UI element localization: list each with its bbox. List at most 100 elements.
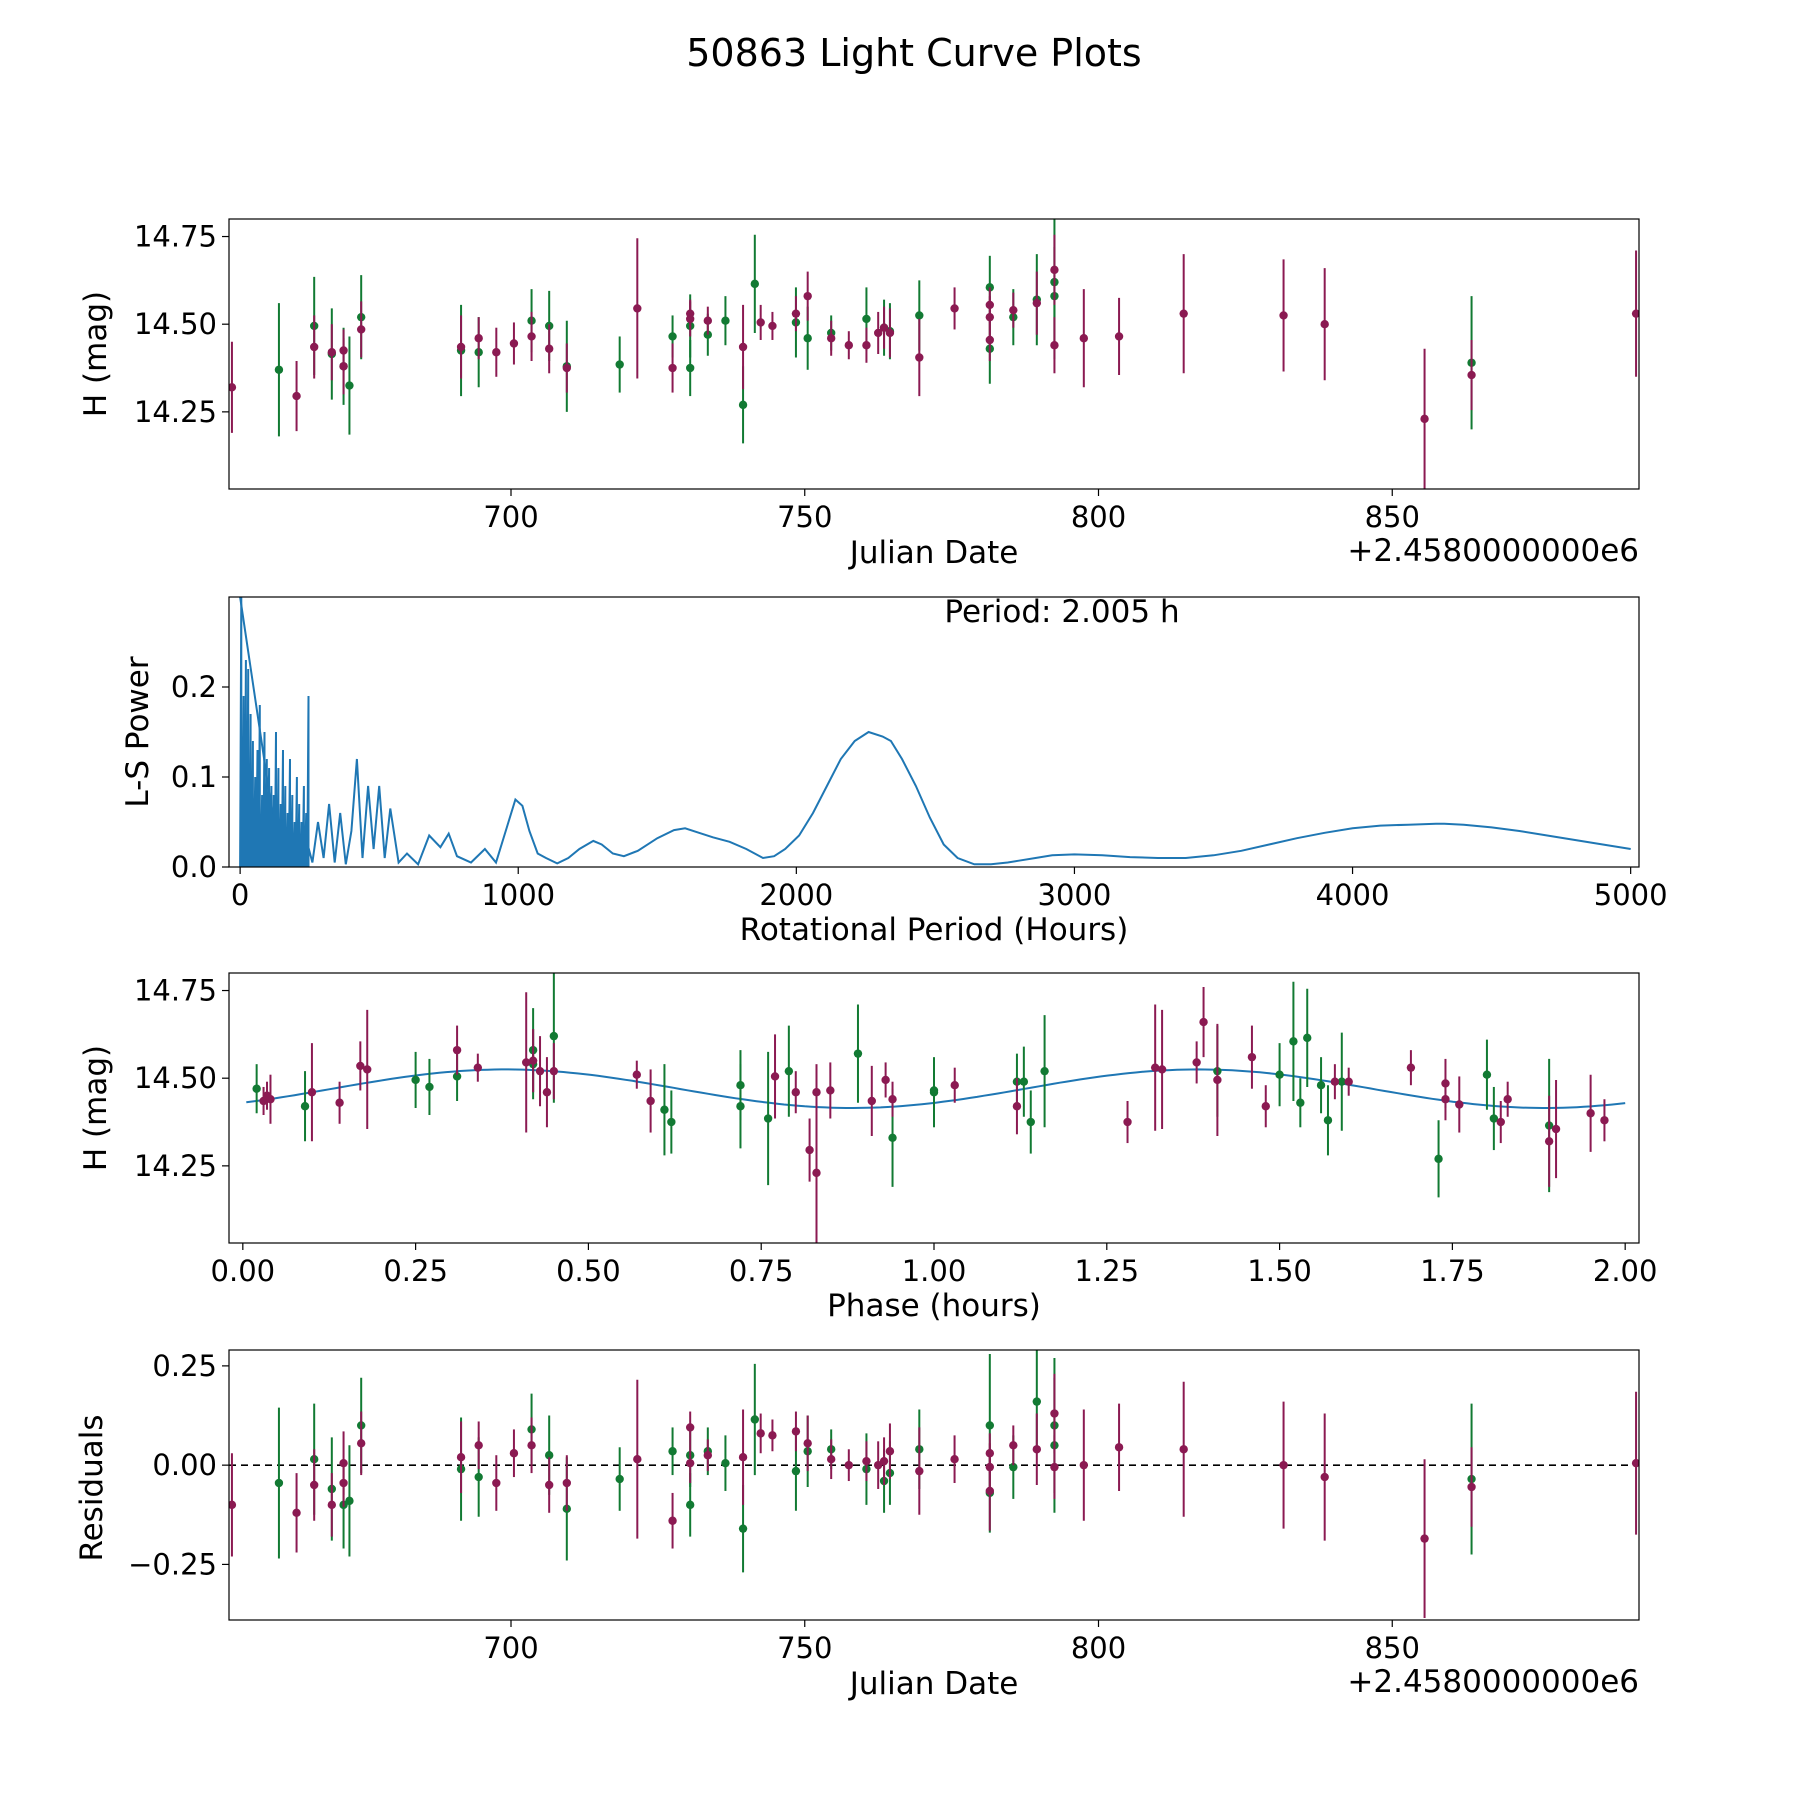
res-point-o [309, 1480, 319, 1490]
lc-point-o [879, 323, 889, 332]
ph-xtick-label: 1.00 [902, 1254, 967, 1288]
ph-point-o [1261, 1102, 1270, 1111]
ls-xtick-label: 3000 [1038, 878, 1112, 912]
lc-point-o [844, 341, 854, 350]
ph-point-o [632, 1070, 641, 1079]
res-point-g [544, 1451, 554, 1460]
res-point-o [685, 1458, 695, 1468]
res-point-o [1114, 1443, 1124, 1452]
ph-point-o [888, 1095, 897, 1104]
ph-point-g [853, 1049, 863, 1058]
lc-point-o [292, 391, 301, 401]
ph-ytick-label: 14.50 [134, 1061, 217, 1095]
ph-point-g [1434, 1154, 1443, 1164]
ph-point-o [1551, 1124, 1561, 1134]
lc-point-o [562, 363, 572, 373]
ph-xtick-label: 0.00 [211, 1254, 276, 1288]
ph-point-g [1019, 1077, 1029, 1086]
ph-point-g [784, 1066, 794, 1076]
ph-point-o [826, 1086, 835, 1095]
ls-short-period-spikes [239, 597, 310, 867]
light-curve-ylabel: H (mag) [78, 291, 114, 417]
ls-xtick-label: 2000 [759, 878, 833, 912]
ph-point-g [1026, 1117, 1035, 1127]
res-point-o [844, 1460, 854, 1470]
lc-point-o [1032, 298, 1042, 308]
lc-point-o [915, 353, 924, 362]
res-xtick-label: 700 [483, 1631, 538, 1665]
res-point-g [615, 1474, 624, 1484]
ph-point-o [1192, 1058, 1201, 1067]
ph-point-g [1489, 1114, 1499, 1123]
res-point-o [873, 1460, 883, 1470]
lc-point-g [615, 360, 624, 369]
lc-xtick-label: 850 [1365, 500, 1420, 534]
res-point-o [1631, 1458, 1639, 1468]
phase-folded-ticks: 0.00 0.25 0.50 0.75 1.00 1.25 1.50 1.75 2.00 14.2… [134, 974, 1657, 1288]
ph-xtick-label: 1.75 [1420, 1254, 1485, 1288]
ph-point-g [1482, 1070, 1492, 1079]
lc-ytick-label: 14.50 [134, 307, 217, 341]
lc-point-o [456, 342, 466, 352]
res-point-o [1320, 1472, 1329, 1482]
res-point-o [885, 1447, 895, 1456]
ph-point-o [1406, 1063, 1416, 1072]
res-point-o [456, 1453, 466, 1462]
lc-point-o [309, 342, 319, 352]
phase-folded-marks [246, 973, 1626, 1243]
ph-point-g [1040, 1066, 1049, 1076]
res-xtick-label: 850 [1365, 1631, 1420, 1665]
ph-point-o [805, 1145, 814, 1155]
light-curve-xlabel: Julian Date [848, 535, 1019, 571]
res-point-o [1420, 1534, 1429, 1543]
light-curve-frame [228, 218, 1640, 490]
res-point-o [950, 1454, 959, 1464]
lc-point-o [339, 362, 348, 371]
ph-point-o [1012, 1102, 1022, 1111]
ph-point-o [452, 1045, 462, 1055]
res-point-o [768, 1431, 777, 1440]
ph-point-o [1344, 1077, 1353, 1086]
lc-point-o [1114, 332, 1124, 341]
lc-point-g [345, 381, 354, 390]
lc-point-o [633, 304, 642, 313]
phase-folded-ylabel: H (mag) [78, 1045, 114, 1171]
res-point-g [985, 1421, 995, 1430]
lc-point-o [1467, 370, 1476, 380]
residuals-offset-text: +2.4580000000e6 [1347, 1664, 1639, 1700]
lc-point-o [327, 348, 337, 357]
ph-point-o [950, 1081, 959, 1090]
res-point-o [1050, 1409, 1059, 1418]
res-ytick-label: 0.25 [152, 1349, 217, 1383]
lc-point-o [474, 334, 483, 343]
res-point-g [668, 1447, 677, 1456]
periodogram-ticks: 0 1000 2000 3000 4000 5000 0.0 0.1 0.2 [171, 670, 1668, 912]
lc-point-o [756, 318, 765, 327]
res-point-g [738, 1524, 748, 1533]
res-point-o [1050, 1462, 1059, 1472]
res-point-o [985, 1486, 995, 1496]
lc-point-o [492, 348, 501, 357]
lc-point-o [1320, 319, 1329, 329]
residuals-xlabel: Julian Date [848, 1666, 1019, 1702]
ph-point-o [1455, 1100, 1464, 1109]
lc-point-o [738, 342, 748, 352]
lc-point-g [750, 279, 760, 289]
lc-point-o [1050, 265, 1059, 275]
residuals-marks [229, 1350, 1639, 1619]
lc-point-o [985, 312, 995, 322]
lc-point-o [1179, 309, 1188, 318]
ph-point-g [1337, 1077, 1346, 1086]
res-point-o [339, 1458, 348, 1468]
ph-point-o [1123, 1117, 1132, 1127]
ph-xtick-label: 0.50 [556, 1254, 621, 1288]
ph-point-g [736, 1102, 745, 1111]
res-point-g [1032, 1397, 1042, 1406]
ph-point-o [1157, 1065, 1167, 1074]
ph-point-g [252, 1084, 261, 1093]
res-point-g [345, 1496, 354, 1506]
lc-point-g [738, 400, 748, 410]
res-point-o [915, 1466, 924, 1476]
res-point-o [562, 1478, 572, 1488]
lc-point-o [873, 328, 883, 338]
